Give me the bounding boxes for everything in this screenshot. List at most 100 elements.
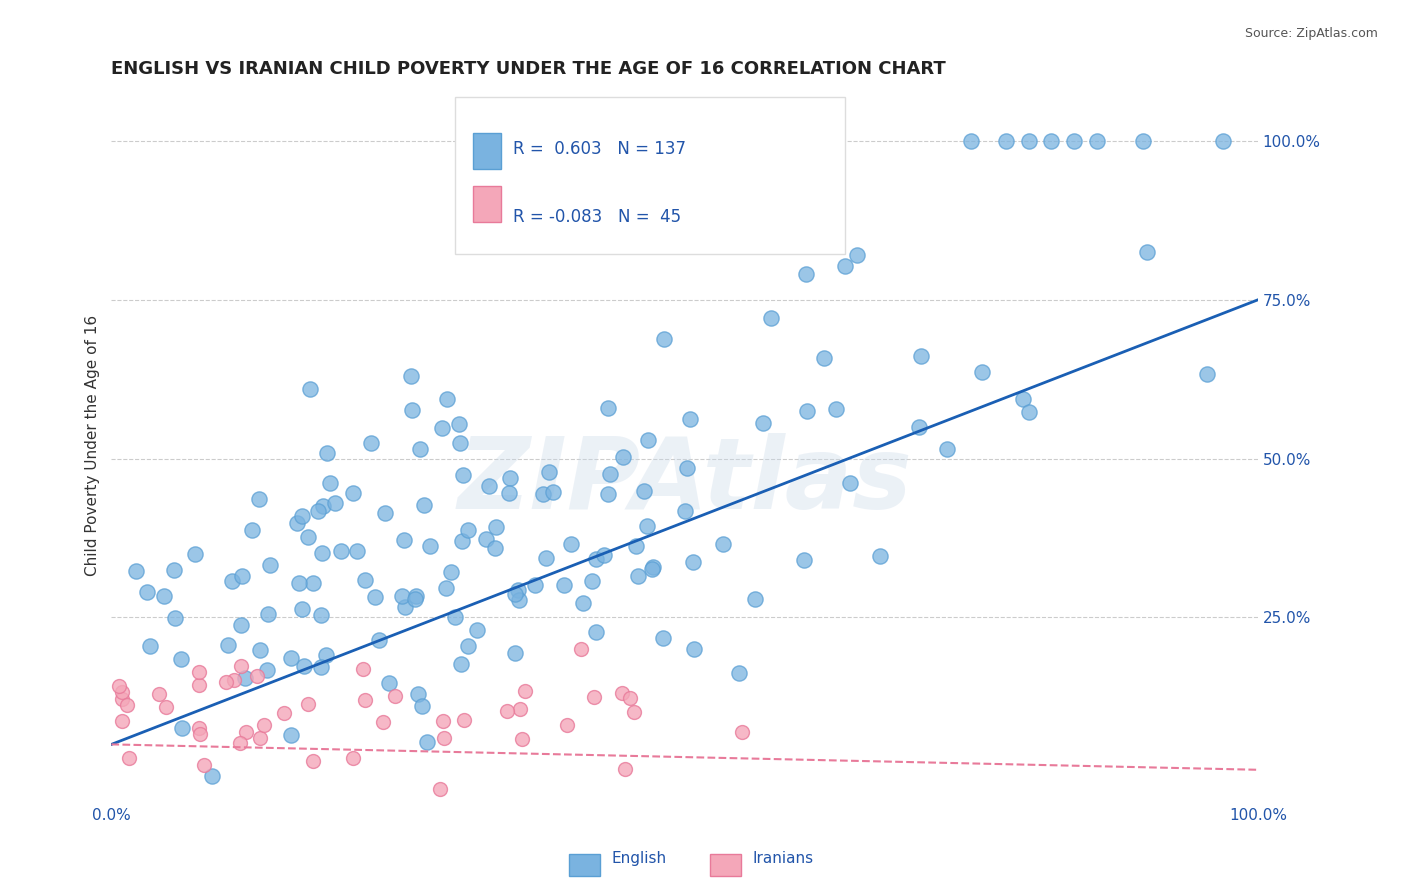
- Point: [285, 516, 308, 530]
- Point: [184, 547, 207, 561]
- Point: [610, 686, 633, 700]
- Point: [623, 706, 645, 720]
- Point: [342, 750, 364, 764]
- Point: [824, 402, 846, 417]
- Point: [510, 732, 533, 747]
- Point: [187, 665, 209, 679]
- Point: [273, 706, 295, 720]
- Point: [509, 702, 531, 716]
- Point: [107, 679, 129, 693]
- Point: [541, 485, 564, 500]
- Point: [315, 648, 337, 663]
- Point: [217, 638, 239, 652]
- Point: [253, 718, 276, 732]
- Point: [231, 569, 253, 583]
- Point: [169, 652, 191, 666]
- Point: [311, 545, 333, 559]
- Point: [640, 562, 662, 576]
- Point: [524, 578, 547, 592]
- Point: [413, 498, 436, 512]
- Point: [368, 632, 391, 647]
- Text: Source: ZipAtlas.com: Source: ZipAtlas.com: [1244, 27, 1378, 40]
- Point: [391, 589, 413, 603]
- Point: [256, 607, 278, 622]
- Point: [170, 721, 193, 735]
- Point: [908, 419, 931, 434]
- Point: [1063, 134, 1085, 148]
- Point: [364, 590, 387, 604]
- Point: [484, 541, 506, 556]
- Point: [599, 467, 621, 481]
- Point: [633, 484, 655, 499]
- Point: [593, 548, 616, 562]
- Point: [506, 582, 529, 597]
- Point: [1011, 392, 1033, 406]
- Point: [430, 421, 453, 435]
- Point: [233, 671, 256, 685]
- Point: [323, 496, 346, 510]
- Point: [553, 578, 575, 592]
- Point: [457, 523, 479, 537]
- Point: [287, 575, 309, 590]
- Point: [673, 504, 696, 518]
- Point: [443, 610, 465, 624]
- Point: [624, 539, 647, 553]
- Point: [229, 617, 252, 632]
- Point: [759, 311, 782, 326]
- Point: [496, 704, 519, 718]
- Point: [432, 731, 454, 746]
- Point: [315, 445, 337, 459]
- Point: [224, 673, 246, 687]
- Point: [111, 691, 134, 706]
- Point: [246, 668, 269, 682]
- Point: [401, 369, 423, 384]
- Point: [193, 757, 215, 772]
- Point: [1040, 134, 1063, 148]
- Text: ZIPAtlas: ZIPAtlas: [457, 433, 912, 530]
- Point: [311, 608, 333, 623]
- Point: [319, 475, 342, 490]
- Point: [475, 533, 498, 547]
- Point: [201, 769, 224, 783]
- Point: [111, 685, 134, 699]
- Point: [229, 658, 252, 673]
- Point: [794, 268, 817, 282]
- Point: [312, 500, 335, 514]
- Point: [682, 556, 704, 570]
- Point: [499, 471, 522, 485]
- Point: [436, 392, 458, 406]
- Point: [377, 676, 399, 690]
- Point: [869, 549, 891, 564]
- Point: [560, 537, 582, 551]
- Point: [477, 479, 499, 493]
- Point: [165, 610, 187, 624]
- Point: [301, 754, 323, 768]
- Point: [292, 658, 315, 673]
- Point: [682, 641, 704, 656]
- Point: [280, 728, 302, 742]
- Point: [247, 492, 270, 507]
- Point: [994, 134, 1017, 148]
- Point: [752, 416, 775, 430]
- Point: [384, 690, 406, 704]
- Point: [569, 642, 592, 657]
- Point: [498, 485, 520, 500]
- Point: [503, 646, 526, 660]
- Point: [1212, 134, 1234, 148]
- Point: [813, 351, 835, 365]
- Point: [297, 697, 319, 711]
- Point: [845, 248, 868, 262]
- Point: [111, 714, 134, 729]
- Point: [297, 530, 319, 544]
- Point: [405, 589, 427, 603]
- Point: [582, 690, 605, 704]
- Point: [910, 349, 932, 363]
- Point: [450, 657, 472, 671]
- Point: [354, 573, 377, 587]
- Point: [309, 660, 332, 674]
- Point: [796, 166, 818, 180]
- Point: [301, 576, 323, 591]
- Point: [465, 623, 488, 637]
- Point: [585, 551, 607, 566]
- Point: [299, 382, 322, 396]
